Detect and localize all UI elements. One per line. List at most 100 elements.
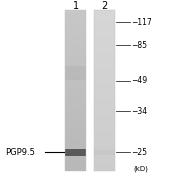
Bar [65,85,86,87]
Bar [94,61,115,63]
Bar [94,91,115,93]
Bar [94,143,115,145]
Bar [94,67,115,69]
Bar [94,33,115,35]
Bar [65,45,86,47]
Text: (kD): (kD) [133,165,148,172]
Bar [94,149,115,151]
Text: −85: −85 [131,41,147,50]
Bar [65,71,86,73]
Bar [94,150,115,155]
Bar [94,159,115,161]
Bar [65,121,86,123]
Bar [94,121,115,123]
Bar [94,137,115,139]
Bar [94,155,115,157]
Bar [94,53,115,55]
Text: −25: −25 [131,148,147,157]
Bar [65,66,86,80]
Bar [94,21,115,22]
Bar [94,109,115,111]
Bar [94,103,115,105]
Bar [94,75,115,77]
Bar [94,65,115,67]
Bar [65,17,86,19]
Bar [94,167,115,169]
Bar [94,73,115,75]
Bar [94,153,115,155]
Bar [65,89,86,91]
Bar [94,89,115,91]
Bar [94,71,115,73]
Bar [94,26,115,28]
Bar [65,103,86,105]
Bar [65,159,86,161]
Bar [65,26,86,28]
Bar [65,55,86,57]
Bar [94,161,115,163]
Bar [65,113,86,115]
Bar [65,131,86,133]
Bar [65,24,86,26]
Bar [65,43,86,45]
Bar [94,37,115,39]
Bar [65,115,86,117]
Bar [65,51,86,53]
Bar [65,83,86,85]
Bar [65,28,86,31]
Bar [65,169,86,171]
Bar [65,105,86,107]
Bar [94,123,115,125]
Bar [94,28,115,31]
Bar [65,157,86,159]
Bar [94,125,115,127]
Bar [94,163,115,165]
Bar [94,79,115,81]
Text: 2: 2 [101,1,107,11]
Bar [65,10,86,12]
Bar [65,99,86,101]
Bar [94,157,115,159]
Bar [94,69,115,71]
Bar [94,131,115,133]
Bar [94,115,115,117]
Bar [94,105,115,107]
Text: −34: −34 [131,107,148,116]
Bar [65,69,86,71]
Bar [65,47,86,49]
Bar [94,19,115,21]
Bar [94,49,115,51]
Bar [65,61,86,63]
Bar [94,40,115,43]
Bar [94,39,115,40]
Bar [65,22,86,24]
Bar [94,57,115,59]
Bar [94,147,115,149]
Bar [65,107,86,109]
Bar [65,39,86,40]
Bar [94,141,115,143]
Bar [65,19,86,21]
Bar [65,137,86,139]
Text: −117: −117 [131,18,152,27]
Bar [94,59,115,61]
Bar [94,47,115,49]
Bar [65,151,86,153]
Bar [65,111,86,113]
Bar [65,81,86,83]
Bar [94,135,115,137]
Bar [65,155,86,157]
Bar [65,49,86,51]
Bar [94,113,115,115]
Bar [94,129,115,131]
Bar [94,145,115,147]
Bar [65,79,86,81]
Bar [94,43,115,45]
Bar [65,65,86,67]
Bar [65,141,86,143]
Bar [65,133,86,135]
Bar [94,87,115,89]
Bar [94,51,115,53]
Bar [94,12,115,14]
Bar [65,161,86,163]
